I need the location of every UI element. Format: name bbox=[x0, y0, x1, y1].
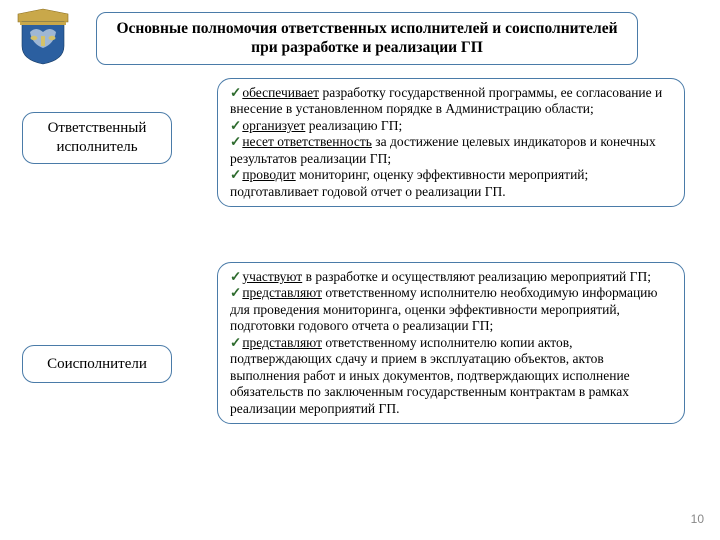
item3-lead: несет ответственность bbox=[242, 134, 372, 149]
item1-rest: в разработке и осуществляют реализацию м… bbox=[302, 269, 651, 284]
item1-lead: участвуют bbox=[242, 269, 302, 284]
check-icon: ✓ bbox=[230, 335, 241, 350]
left-label-responsible: Ответственный исполнитель bbox=[22, 112, 172, 164]
label1-line2: исполнитель bbox=[56, 139, 137, 155]
content-box-coexecutors: ✓участвуют в разработке и осуществляют р… bbox=[217, 262, 685, 424]
item2-rest: реализацию ГП; bbox=[305, 118, 402, 133]
page-number: 10 bbox=[691, 512, 704, 526]
item-3: ✓несет ответственность за достижение цел… bbox=[230, 134, 674, 167]
label1-line1: Ответственный bbox=[48, 120, 147, 136]
item2-lead: организует bbox=[242, 118, 305, 133]
item-1: ✓участвуют в разработке и осуществляют р… bbox=[230, 269, 674, 285]
item1-lead: обеспечивает bbox=[242, 85, 319, 100]
item-3: ✓представляют ответственному исполнителю… bbox=[230, 335, 674, 417]
check-icon: ✓ bbox=[230, 167, 241, 182]
item4-lead: проводит bbox=[242, 167, 295, 182]
label2-text: Соисполнители bbox=[47, 355, 147, 374]
check-icon: ✓ bbox=[230, 134, 241, 149]
title-text: Основные полномочия ответственных исполн… bbox=[116, 20, 617, 56]
check-icon: ✓ bbox=[230, 85, 241, 100]
item3-lead: представляют bbox=[242, 335, 322, 350]
regional-crest-icon bbox=[12, 8, 74, 66]
item-2: ✓организует реализацию ГП; bbox=[230, 118, 674, 134]
item-1: ✓обеспечивает разработку государственной… bbox=[230, 85, 674, 118]
check-icon: ✓ bbox=[230, 285, 241, 300]
item-2: ✓представляют ответственному исполнителю… bbox=[230, 285, 674, 334]
item2-lead: представляют bbox=[242, 285, 322, 300]
page-title: Основные полномочия ответственных исполн… bbox=[96, 12, 638, 65]
check-icon: ✓ bbox=[230, 269, 241, 284]
content-box-responsible: ✓обеспечивает разработку государственной… bbox=[217, 78, 685, 207]
check-icon: ✓ bbox=[230, 118, 241, 133]
item-4: ✓проводит мониторинг, оценку эффективнос… bbox=[230, 167, 674, 200]
left-label-coexecutors: Соисполнители bbox=[22, 345, 172, 383]
